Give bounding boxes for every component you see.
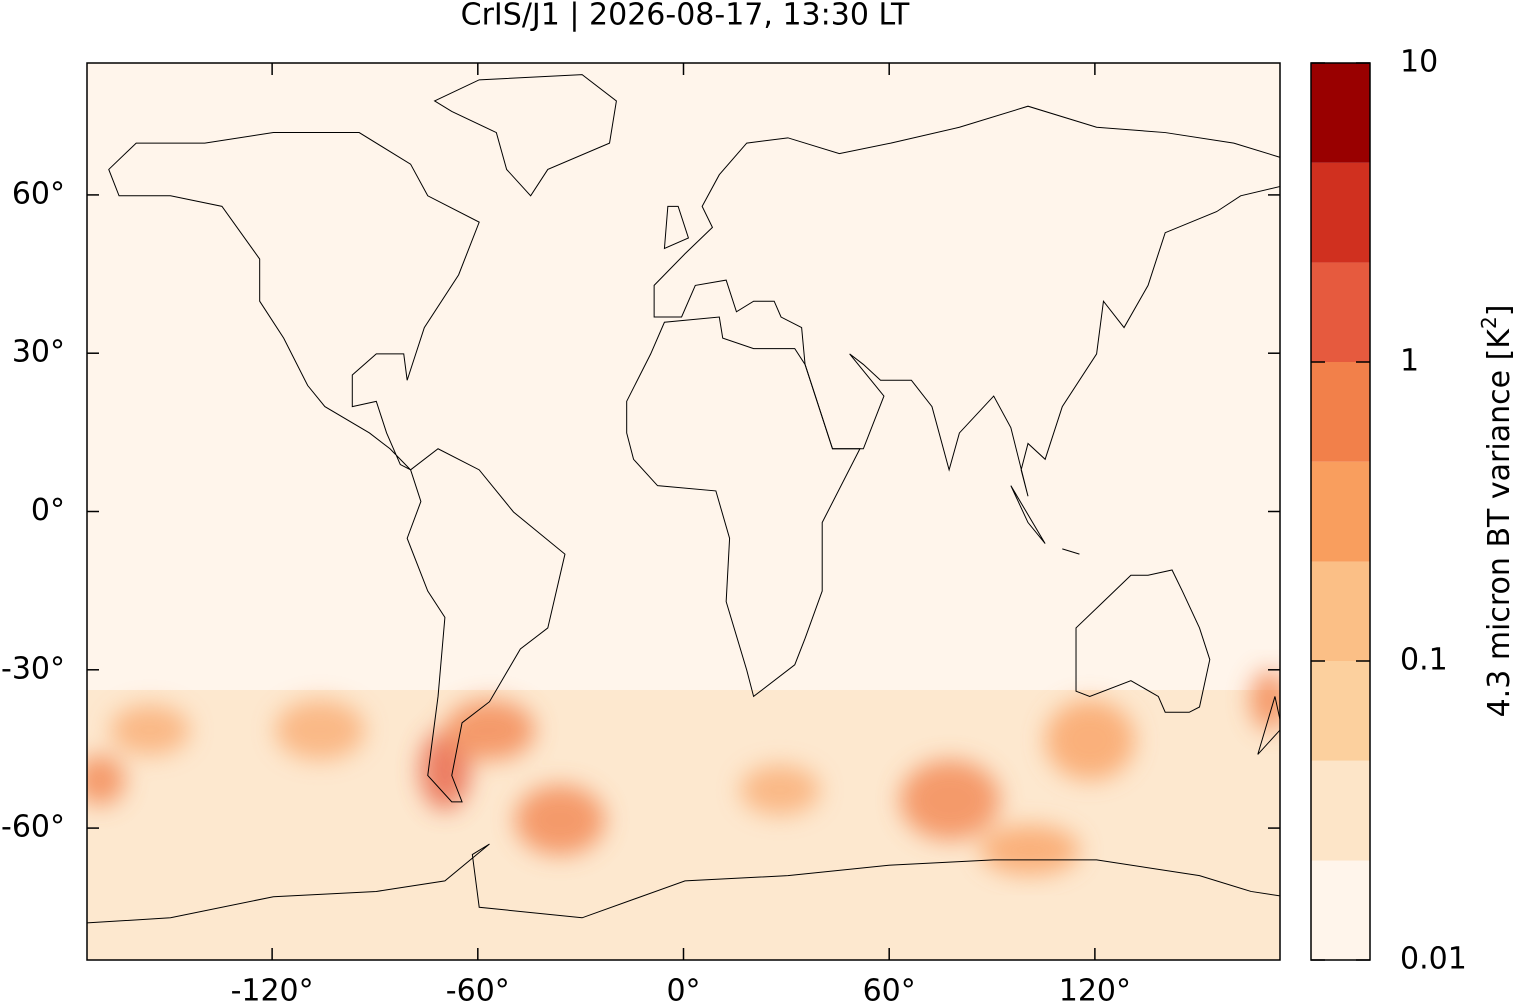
map-field bbox=[85, 63, 1286, 960]
coastlines bbox=[85, 75, 1286, 923]
x-tick-label: 60° bbox=[863, 974, 916, 1003]
colorbar-label-close: ] bbox=[1482, 305, 1517, 317]
x-tick-label: 0° bbox=[666, 974, 700, 1003]
colorbar-level bbox=[1311, 561, 1370, 661]
y-tick-label: 0° bbox=[31, 493, 65, 528]
colorbar-level bbox=[1311, 362, 1370, 462]
chart-title: CrIS/J1 | 2026-08-17, 13:30 LT bbox=[461, 0, 910, 33]
y-tick-label: 30° bbox=[12, 335, 65, 370]
x-tick-label: -60° bbox=[446, 974, 510, 1003]
x-tick-label: -120° bbox=[231, 974, 314, 1003]
y-tick-label: -60° bbox=[1, 810, 65, 845]
colorbar-level bbox=[1311, 661, 1370, 761]
colorbar-tick-label: 0.01 bbox=[1400, 942, 1467, 977]
colorbar-tick-label: 1 bbox=[1400, 344, 1419, 379]
colorbar-label-text: 4.3 micron BT variance [K bbox=[1482, 328, 1517, 718]
colorbar-level bbox=[1311, 461, 1370, 562]
colorbar-label: 4.3 micron BT variance [K2] bbox=[1477, 305, 1517, 718]
colorbar-level bbox=[1311, 860, 1370, 960]
colorbar-level bbox=[1311, 63, 1370, 163]
y-tick-label: 60° bbox=[12, 176, 65, 211]
colorbar-level bbox=[1311, 760, 1370, 861]
colorbar-level bbox=[1311, 162, 1370, 263]
colorbar-level bbox=[1311, 262, 1370, 362]
colorbar-frame bbox=[1310, 62, 1371, 961]
colorbar-tick-label: 0.1 bbox=[1400, 643, 1448, 678]
colorbar-tick-label: 10 bbox=[1400, 45, 1438, 80]
colorbar-label-sup: 2 bbox=[1477, 316, 1501, 329]
x-tick-label: 120° bbox=[1059, 974, 1131, 1003]
y-tick-label: -30° bbox=[1, 651, 65, 686]
